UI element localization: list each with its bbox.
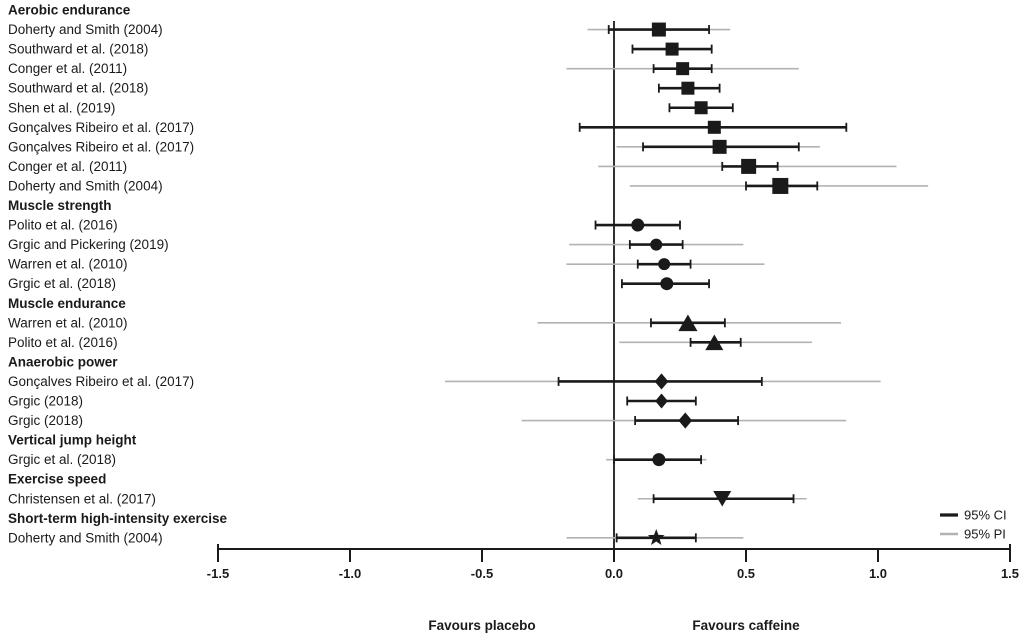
study-label: Christensen et al. (2017)	[8, 491, 156, 506]
marker-circle	[660, 277, 674, 291]
study-label: Warren et al. (2010)	[8, 315, 128, 330]
study-label: Polito et al. (2016)	[8, 218, 118, 233]
marker-circle	[658, 258, 671, 271]
study-label: Gonçalves Ribeiro et al. (2017)	[8, 120, 194, 135]
marker-diamond	[655, 393, 668, 409]
axis-tick-label: -1.0	[339, 566, 361, 581]
study-label: Southward et al. (2018)	[8, 81, 148, 96]
marker-square	[651, 22, 666, 37]
legend-ci-label: 95% CI	[964, 508, 1007, 523]
marker-circle	[652, 453, 666, 467]
axis-tick-label: 1.5	[1001, 566, 1019, 581]
study-label: Grgic and Pickering (2019)	[8, 237, 169, 252]
marker-square	[707, 120, 721, 134]
axis-tick-label: 0.0	[605, 566, 623, 581]
axis-tick-label: -0.5	[471, 566, 493, 581]
axis-tick-label: 1.0	[869, 566, 887, 581]
marker-square	[681, 81, 695, 95]
study-label: Grgic et al. (2018)	[8, 452, 116, 467]
marker-circle	[650, 238, 663, 251]
study-label: Southward et al. (2018)	[8, 42, 148, 57]
axis-tick-label: 0.5	[737, 566, 755, 581]
study-label: Gonçalves Ribeiro et al. (2017)	[8, 139, 194, 154]
marker-square	[694, 101, 708, 115]
study-label: Conger et al. (2011)	[8, 61, 127, 76]
marker-square	[772, 177, 789, 194]
study-label: Polito et al. (2016)	[8, 335, 118, 350]
study-label: Warren et al. (2010)	[8, 257, 128, 272]
favours-caffeine-label: Favours caffeine	[692, 618, 800, 633]
marker-diamond	[654, 373, 669, 390]
category-label: Exercise speed	[8, 472, 106, 487]
study-label: Grgic (2018)	[8, 413, 83, 428]
study-label: Doherty and Smith (2004)	[8, 22, 163, 37]
axis-tick-label: -1.5	[207, 566, 229, 581]
marker-diamond	[678, 412, 693, 429]
marker-square	[712, 139, 727, 154]
legend-pi-label: 95% PI	[964, 527, 1006, 542]
study-label: Gonçalves Ribeiro et al. (2017)	[8, 374, 194, 389]
category-label: Muscle strength	[8, 198, 112, 213]
category-label: Muscle endurance	[8, 296, 126, 311]
marker-triangle-down	[713, 490, 732, 507]
study-label: Grgic (2018)	[8, 394, 83, 409]
favours-placebo-label: Favours placebo	[428, 618, 535, 633]
study-label: Doherty and Smith (2004)	[8, 178, 163, 193]
study-label: Conger et al. (2011)	[8, 159, 127, 174]
marker-triangle-up	[678, 314, 698, 332]
category-label: Aerobic endurance	[8, 3, 131, 18]
marker-triangle-up	[705, 334, 724, 351]
category-label: Vertical jump height	[8, 433, 137, 448]
marker-star	[647, 529, 665, 545]
study-label: Shen et al. (2019)	[8, 100, 115, 115]
marker-square	[741, 158, 757, 174]
category-label: Anaerobic power	[8, 354, 118, 369]
category-label: Short-term high-intensity exercise	[8, 511, 228, 526]
marker-square	[665, 42, 679, 56]
study-label: Doherty and Smith (2004)	[8, 530, 163, 545]
study-label: Grgic et al. (2018)	[8, 276, 116, 291]
marker-square	[676, 62, 690, 76]
marker-circle	[631, 218, 645, 232]
